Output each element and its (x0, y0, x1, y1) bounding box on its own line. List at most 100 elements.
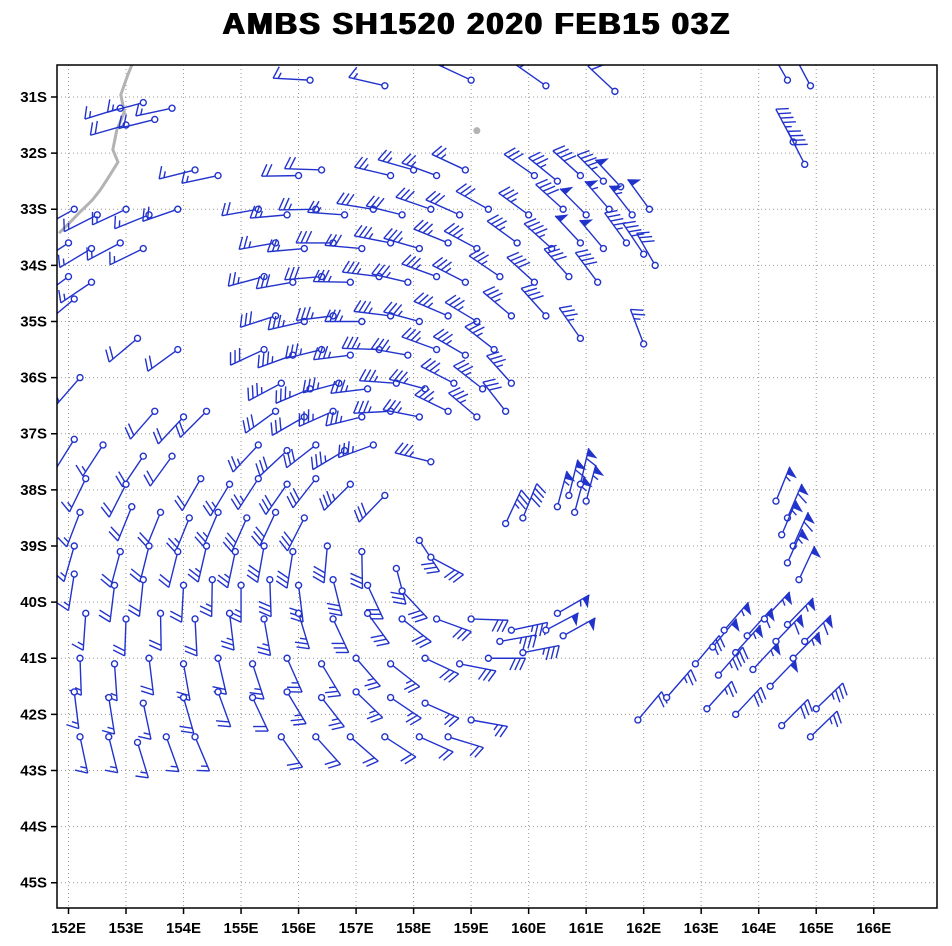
wind-barb (425, 190, 464, 219)
wind-barb (283, 441, 320, 469)
wind-barb (91, 205, 130, 226)
wind-barb (57, 508, 84, 548)
wind-barb (772, 466, 797, 505)
wind-barb (277, 733, 304, 771)
wind-barb (242, 407, 280, 434)
wind-barb (798, 65, 815, 90)
wind-barb (552, 145, 585, 180)
wind-barb (437, 65, 475, 84)
x-tick-label: 166E (856, 920, 891, 937)
wind-barb (760, 591, 793, 623)
wind-barb (370, 337, 412, 359)
grid (57, 65, 937, 908)
wind-barb (108, 503, 136, 542)
wind-barb (455, 183, 493, 213)
wind-barb (413, 219, 452, 247)
wind-barb (109, 244, 147, 266)
wind-barb (381, 733, 417, 765)
y-tick-label: 31S (20, 89, 47, 106)
x-tick-label: 161E (569, 920, 604, 937)
wind-barb (284, 266, 326, 281)
wind-barb (421, 699, 460, 728)
wind-barb (260, 163, 303, 180)
wind-barb (350, 547, 366, 590)
wind-barb (352, 400, 395, 415)
wind-barb (310, 446, 349, 471)
y-tick-label: 32S (20, 145, 47, 162)
y-tick-label: 43S (20, 762, 47, 779)
wind-barb (230, 474, 263, 511)
wind-barb (427, 553, 464, 583)
wind-barb (74, 733, 89, 774)
wind-barb (398, 615, 432, 649)
wind-barb (175, 407, 211, 438)
wind-barb (386, 660, 421, 694)
wind-barb (194, 508, 222, 547)
wind-barb (258, 480, 291, 515)
wind-barb (448, 386, 481, 421)
wind-barb (691, 635, 726, 668)
wind-barb (324, 309, 366, 326)
wind-barb (57, 205, 78, 220)
wind-barb (184, 615, 199, 657)
wind-barb (783, 528, 810, 567)
y-tick-label: 45S (20, 875, 47, 892)
wind-barb (278, 514, 309, 552)
wind-barb (720, 601, 752, 634)
x-tick-label: 162E (626, 920, 661, 937)
wind-barb (248, 660, 265, 700)
wind-barb (86, 239, 124, 261)
wind-barb (246, 542, 268, 584)
wind-barb (519, 644, 560, 661)
wind-barb (787, 130, 809, 169)
wind-barb (444, 733, 485, 758)
wind-barb (582, 465, 605, 505)
x-tick-label: 163E (684, 920, 719, 937)
wind-barb (181, 170, 222, 184)
wind-barb (251, 508, 280, 547)
wind-barb (222, 514, 251, 553)
wind-barb (57, 244, 96, 269)
wind-barb (100, 480, 130, 518)
wind-barb (329, 615, 350, 654)
wind-barb (565, 459, 587, 500)
y-tick-label: 44S (20, 819, 47, 836)
chart-title: AMBS SH1520 2020 FEB15 03Z (221, 6, 731, 41)
wind-barb (749, 641, 781, 674)
wind-barb (298, 407, 337, 427)
wind-barb (238, 235, 280, 251)
wind-barb (464, 320, 498, 354)
wind-barb (528, 151, 562, 185)
wind-barb (319, 480, 355, 511)
wind-barb (166, 514, 193, 553)
wind-barb (105, 334, 142, 363)
wind-barb (104, 660, 119, 702)
wind-barb (179, 693, 195, 734)
wind-barb (766, 659, 799, 691)
wind-barb (216, 547, 240, 589)
wind-barb (662, 669, 697, 702)
wind-barbs (57, 65, 848, 779)
wind-barb (295, 230, 337, 247)
wind-barb (401, 327, 441, 354)
wind-barb (324, 233, 366, 253)
wind-barb (801, 614, 833, 646)
x-tick-label: 152E (51, 920, 86, 937)
wind-barb (414, 386, 452, 415)
wind-barb (353, 491, 389, 523)
wind-barb (144, 345, 182, 372)
wind-barb (104, 733, 119, 774)
wind-barb (574, 249, 602, 286)
wind-barb (383, 228, 424, 253)
wind-barb (636, 231, 659, 270)
wind-barb (363, 609, 390, 647)
wind-barb (576, 149, 608, 185)
wind-barb (506, 251, 539, 286)
wind-barb (84, 104, 124, 120)
wind-barb (158, 547, 182, 589)
wind-barb (789, 631, 822, 662)
wind-barb (124, 407, 159, 440)
wind-barb (507, 621, 549, 638)
